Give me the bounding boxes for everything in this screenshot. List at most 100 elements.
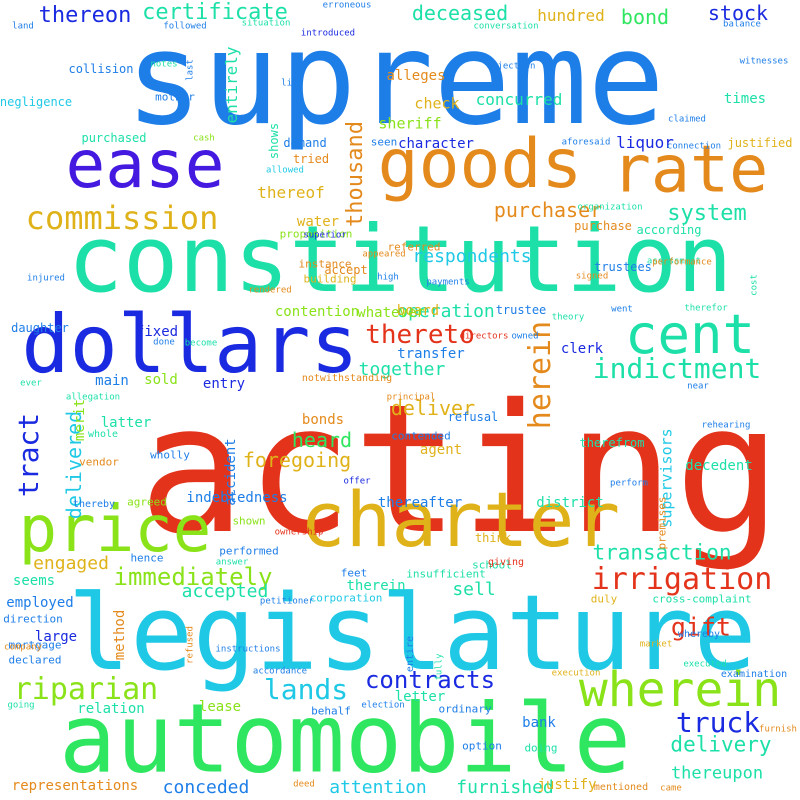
cloud-word-perform: perform	[610, 478, 648, 489]
cloud-word-line: line	[281, 78, 303, 89]
cloud-word-organization: organization	[577, 202, 643, 213]
cloud-word-thousand: thousand	[343, 121, 368, 227]
cloud-word-stock: stock	[707, 1, 769, 25]
cloud-word-contended: contended	[391, 429, 451, 443]
cloud-word-superior: superior	[303, 230, 347, 241]
cloud-word-large: large	[34, 629, 78, 645]
cloud-word-payments: payments	[426, 277, 470, 288]
cloud-word-legislature: legislature	[67, 572, 757, 694]
cloud-word-done: done	[153, 337, 175, 348]
cloud-word-trustees: trustees	[594, 260, 652, 274]
cloud-word-feet: feet	[340, 566, 368, 580]
cloud-word-demand: demand	[283, 136, 327, 150]
cloud-word-rate: rate	[611, 132, 769, 208]
cloud-word-ordinary: ordinary	[438, 702, 492, 716]
cloud-word-election: election	[361, 700, 405, 711]
cloud-word-notwithstanding: notwithstanding	[301, 373, 393, 384]
cloud-word-lease: lease	[198, 699, 242, 715]
cloud-word-latter: latter	[100, 415, 152, 431]
cloud-word-sold: sold	[144, 372, 178, 388]
cloud-word-according: according	[636, 223, 702, 237]
cloud-word-whereby: whereby	[677, 629, 721, 640]
cloud-word-directors: directors	[459, 331, 509, 342]
cloud-word-tried: tried	[292, 152, 330, 166]
cloud-word-accepted: accepted	[181, 581, 269, 602]
cloud-word-instance: instance	[298, 257, 352, 271]
cloud-word-daughter: daughter	[11, 321, 69, 335]
cloud-word-appeared: appeared	[362, 249, 406, 260]
cloud-word-building: building	[303, 272, 357, 286]
cloud-word-merit: merit	[72, 398, 88, 442]
cloud-word-contracts: contracts	[364, 666, 496, 694]
cloud-word-thereon: thereon	[38, 3, 132, 28]
cloud-word-near: near	[687, 381, 709, 392]
cloud-word-direction: direction	[3, 612, 63, 626]
cloud-word-referred: referred	[387, 240, 441, 254]
cloud-word-thereof: thereof	[257, 183, 325, 202]
cloud-word-giving: giving	[487, 557, 525, 568]
cloud-word-transfer: transfer	[397, 346, 465, 362]
cloud-word-justified: justified	[727, 136, 793, 150]
cloud-word-commission: commission	[25, 199, 219, 237]
cloud-word-came: came	[660, 783, 682, 794]
cloud-word-ever: ever	[20, 378, 42, 389]
cloud-word-check: check	[414, 94, 460, 113]
cloud-word-aforesaid: aforesaid	[561, 137, 611, 148]
cloud-word-thereupon: thereupon	[670, 763, 764, 784]
cloud-word-think: think	[474, 531, 512, 545]
cloud-word-hence: hence	[130, 551, 164, 565]
cloud-word-acting: acting	[138, 366, 782, 573]
cloud-word-thereafter: thereafter	[377, 495, 463, 511]
cloud-word-whatever: whatever	[357, 305, 425, 321]
cloud-word-relation: relation	[77, 701, 145, 717]
cloud-word-contention: contention	[274, 304, 360, 320]
cloud-word-price: price	[18, 493, 212, 567]
cloud-word-main: main	[95, 373, 129, 389]
cloud-word-option: option	[462, 739, 502, 753]
cloud-word-indictment: indictment	[592, 352, 762, 385]
cloud-word-clerk: clerk	[560, 341, 604, 357]
cloud-word-vendor: vendor	[79, 455, 119, 469]
cloud-word-signed: signed	[575, 271, 609, 282]
cloud-word-entire: entire	[405, 635, 416, 673]
cloud-word-method: method	[112, 609, 128, 661]
cloud-word-land: land	[12, 21, 34, 32]
cloud-word-system: system	[667, 201, 747, 226]
cloud-word-proposition: proposition	[279, 227, 353, 241]
cloud-word-declared: declared	[8, 653, 62, 667]
cloud-word-answer: answer	[215, 557, 249, 568]
cloud-word-conversation: conversation	[473, 21, 539, 32]
cloud-word-sell: sell	[452, 579, 496, 600]
cloud-word-performance: performance	[652, 257, 712, 268]
cloud-word-lands: lands	[263, 673, 349, 706]
cloud-word-purchase: purchase	[574, 219, 632, 233]
cloud-word-injured: injured	[27, 273, 65, 284]
cloud-word-supreme: supreme	[125, 5, 665, 154]
cloud-word-tract: tract	[12, 412, 45, 498]
cloud-word-corporation: corporation	[309, 591, 383, 605]
cloud-word-times: times	[723, 91, 767, 107]
cloud-word-therein: therein	[346, 578, 406, 594]
cloud-word-allowed: allowed	[266, 165, 304, 176]
cloud-word-immediately: immediately	[113, 563, 273, 591]
cloud-word-negligence: negligence	[0, 95, 73, 109]
cloud-word-mortgage: mortgage	[8, 638, 62, 652]
cloud-word-introduced: introduced	[300, 28, 356, 39]
cloud-word-situation: situation	[241, 18, 291, 29]
cloud-word-erroneous: erroneous	[322, 0, 372, 11]
cloud-word-wherein: wherein	[578, 662, 782, 718]
cloud-word-instructions: instructions	[215, 644, 281, 655]
cloud-word-deliver: deliver	[390, 396, 476, 420]
cloud-word-bonds: bonds	[301, 412, 345, 428]
cloud-word-premises: premises	[655, 496, 669, 550]
cloud-word-went: went	[611, 304, 633, 315]
cloud-word-notes: notes	[150, 59, 178, 70]
cloud-word-board: board	[396, 303, 440, 319]
cloud-word-duly: duly	[590, 592, 618, 606]
cloud-word-furnish: furnish	[759, 724, 797, 735]
cloud-word-become: become	[184, 338, 218, 349]
cloud-word-claimed: claimed	[668, 114, 706, 125]
cloud-word-employed: employed	[6, 595, 74, 611]
cloud-word-engaged: engaged	[33, 553, 109, 574]
